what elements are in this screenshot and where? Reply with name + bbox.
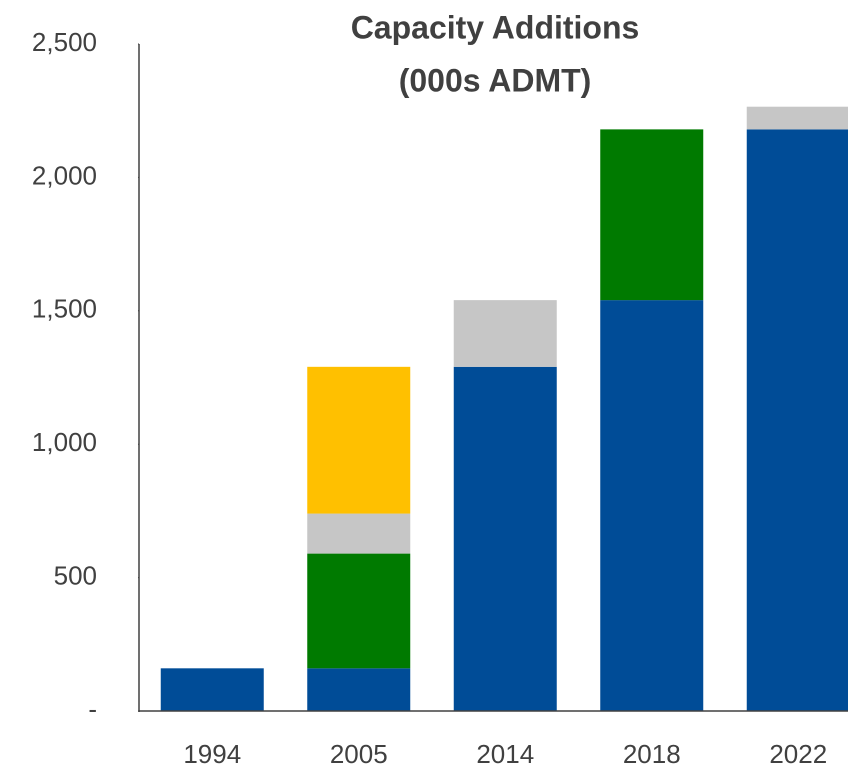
bar-segment (160, 668, 264, 711)
y-tick-label: 1,000 (32, 427, 97, 457)
bar-segment (307, 366, 411, 514)
x-tick-label: 2014 (476, 739, 534, 769)
bar-segment (453, 366, 557, 711)
bars (160, 106, 848, 712)
x-tick-label: 1994 (183, 739, 241, 769)
bar-segment (453, 300, 557, 367)
bar-segment (600, 129, 704, 301)
bar-segment (746, 106, 848, 130)
chart-title: Capacity Additions (351, 9, 640, 45)
y-tick-label: 1,500 (32, 294, 97, 324)
bar-segment (307, 668, 411, 711)
y-tick-label: - (88, 694, 97, 724)
y-tick-label: 2,500 (32, 27, 97, 57)
x-tick-label: 2018 (623, 739, 681, 769)
bar-segment (746, 129, 848, 712)
chart-title: (000s ADMT) (399, 62, 592, 98)
bar-segment (307, 553, 411, 669)
bar-segment (307, 513, 411, 554)
y-tick-label: 2,000 (32, 160, 97, 190)
bar-segment (600, 300, 704, 711)
y-tick-label: 500 (54, 560, 97, 590)
x-tick-label: 2022 (769, 739, 827, 769)
x-tick-label: 2005 (330, 739, 388, 769)
